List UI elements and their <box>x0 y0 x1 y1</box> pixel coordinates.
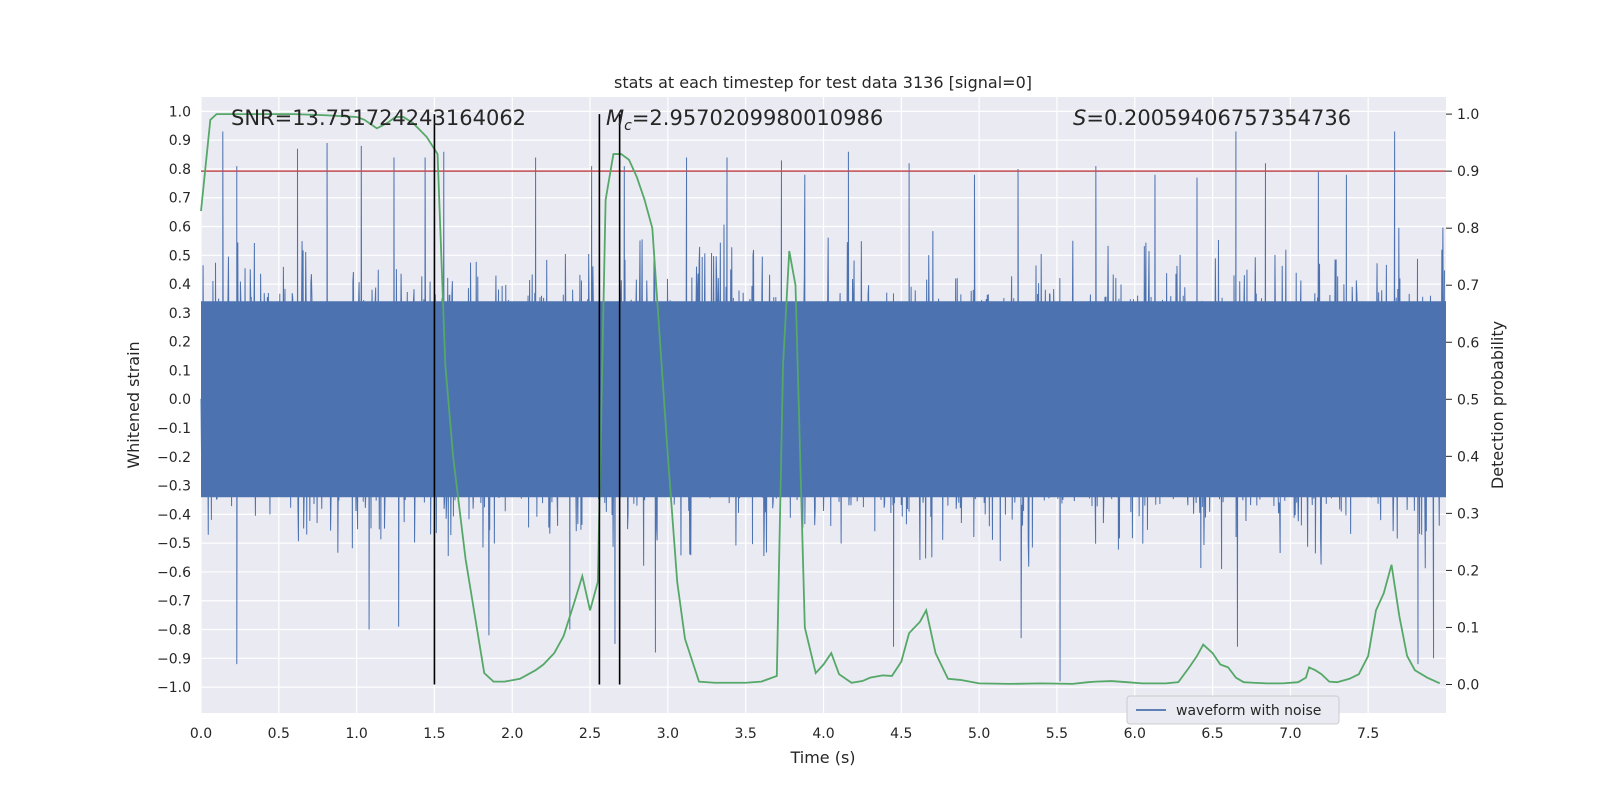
y-tick-label: 0.3 <box>169 306 191 322</box>
legend-label: waveform with noise <box>1176 703 1321 719</box>
y-tick-label: 0.8 <box>169 162 191 178</box>
y2-tick-label: 0.4 <box>1457 449 1479 465</box>
ticks: 0.0 0.5 1.0 1.5 2.0 2.5 3.0 3.5 4.0 4.5 5.0 5.5 6.0 6… <box>157 104 1479 742</box>
waveform-series <box>200 131 1446 682</box>
probability-line <box>200 113 1441 685</box>
x-tick-label: 5.0 <box>968 726 990 742</box>
y-tick-label: 0.1 <box>169 363 191 379</box>
y-tick-label: −0.1 <box>157 421 191 437</box>
y2-tick-label: 0.7 <box>1457 278 1479 294</box>
y2-tick-label: 0.5 <box>1457 392 1479 408</box>
y2-tick-label: 0.1 <box>1457 620 1479 636</box>
y-tick-label: 0.9 <box>169 133 191 149</box>
x-tick-label: 0.5 <box>268 726 290 742</box>
vertical-markers <box>433 114 621 685</box>
y2-tick-label: 0.3 <box>1457 506 1479 522</box>
x-tick-label: 2.0 <box>501 726 523 742</box>
y-tick-label: −0.2 <box>157 450 191 466</box>
chirp-mass-annotation: Mc=2.9570209980010986 <box>606 106 883 134</box>
x-tick-label: 6.0 <box>1124 726 1146 742</box>
y2-tick-label: 0.2 <box>1457 563 1479 579</box>
y2-tick-label: 1.0 <box>1457 107 1479 123</box>
s-value: =0.20059406757354736 <box>1086 106 1351 130</box>
legend: waveform with noise <box>1126 695 1340 725</box>
y-tick-label: −0.6 <box>157 565 191 581</box>
x-tick-label: 1.0 <box>345 726 367 742</box>
x-tick-label: 7.5 <box>1357 726 1379 742</box>
snr-annotation: SNR=13.751724243164062 <box>231 106 526 130</box>
y2-tick-label: 0.9 <box>1457 164 1479 180</box>
x-tick-label: 0.0 <box>190 726 212 742</box>
chirp-mass-symbol: M <box>606 106 624 130</box>
y2-tick-label: 0.6 <box>1457 335 1479 351</box>
x-tick-label: 5.5 <box>1046 726 1068 742</box>
y-tick-label: 0.6 <box>169 220 191 236</box>
y-tick-label: −0.8 <box>157 623 191 639</box>
y-tick-label: 0.5 <box>169 248 191 264</box>
y-tick-label: 1.0 <box>169 104 191 120</box>
y2-axis-label: Detection probability <box>1488 321 1507 489</box>
chirp-mass-value: =2.9570209980010986 <box>632 106 883 130</box>
y-tick-label: −1.0 <box>157 680 191 696</box>
x-tick-label: 7.0 <box>1279 726 1301 742</box>
y-tick-label: −0.5 <box>157 536 191 552</box>
x-tick-label: 3.5 <box>735 726 757 742</box>
y-tick-label: 0.2 <box>169 335 191 351</box>
y-tick-label: −0.7 <box>157 594 191 610</box>
x-tick-label: 2.5 <box>579 726 601 742</box>
y-tick-label: −0.9 <box>157 651 191 667</box>
chirp-mass-subscript: c <box>624 118 632 134</box>
y-tick-label: −0.3 <box>157 479 191 495</box>
y2-tick-label: 0.8 <box>1457 221 1479 237</box>
legend-box <box>1126 695 1340 725</box>
waveform-core-band <box>201 301 1446 498</box>
chart-title: stats at each timestep for test data 313… <box>614 73 1032 92</box>
y-axis-label: Whitened strain <box>124 341 143 468</box>
x-tick-label: 4.0 <box>812 726 834 742</box>
y-tick-label: −0.4 <box>157 507 191 523</box>
x-tick-label: 1.5 <box>423 726 445 742</box>
s-symbol: S <box>1073 106 1086 130</box>
s-annotation: S=0.20059406757354736 <box>1073 106 1351 130</box>
x-tick-label: 4.5 <box>890 726 912 742</box>
y2-tick-label: 0.0 <box>1457 677 1479 693</box>
x-tick-label: 6.5 <box>1201 726 1223 742</box>
x-tick-label: 3.0 <box>657 726 679 742</box>
y-tick-label: 0.7 <box>169 191 191 207</box>
y-tick-label: 0.4 <box>169 277 191 293</box>
x-axis-label: Time (s) <box>789 748 855 767</box>
y-tick-label: 0.0 <box>169 392 191 408</box>
